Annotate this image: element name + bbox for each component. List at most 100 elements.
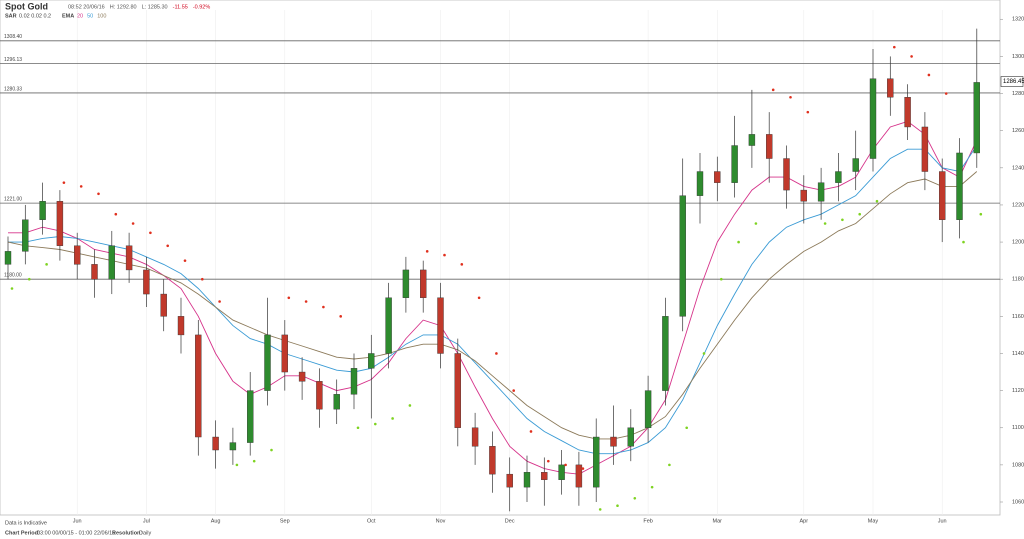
period-label: Chart Period: [5, 530, 40, 536]
x-tick-label: Sep [280, 518, 290, 524]
y-tick-label: 1100.00 [1012, 425, 1024, 431]
candle-body [125, 245, 133, 271]
sar-dot [166, 244, 169, 248]
sar-dot [668, 463, 671, 467]
candle-body [454, 353, 461, 428]
ema-line [8, 145, 978, 455]
candle-body [800, 189, 807, 202]
candle-body [610, 436, 617, 447]
sar-dot [512, 389, 515, 392]
y-tick-label: 1080.00 [1012, 462, 1024, 468]
sar-dot [685, 426, 688, 430]
candle-body [437, 297, 444, 354]
candle-body [402, 269, 410, 298]
candle-body [420, 269, 427, 298]
sar-dot [962, 240, 965, 244]
x-tick-label: Jun [73, 518, 82, 524]
sar-dot [79, 185, 83, 188]
sar-dot [304, 300, 308, 303]
candle-body [869, 78, 877, 159]
sar-dot [443, 253, 446, 257]
sar-dot [425, 250, 429, 253]
sar-dot [927, 73, 931, 77]
candle-body [956, 152, 963, 220]
sar-dot [910, 55, 913, 58]
candle-body [333, 394, 340, 410]
sar-dot [10, 287, 14, 290]
y-tick-label: 1200.00 [1012, 240, 1024, 246]
sar-dot [356, 426, 360, 430]
sar-dot [598, 508, 602, 511]
ema-line [7, 171, 978, 440]
candle-body [731, 145, 738, 183]
legend-entry: 50 [87, 13, 93, 19]
candle-body [281, 334, 288, 373]
sar-dot [495, 352, 498, 355]
sar-dot [789, 95, 792, 99]
level-label: 1221.00 [4, 196, 22, 202]
sar-dot [979, 212, 983, 216]
y-tick-label: 1160.00 [1012, 314, 1024, 320]
candle-body [91, 264, 98, 280]
candle-body [143, 269, 150, 295]
candle-body [748, 134, 756, 146]
candle-body [766, 134, 773, 159]
sar-dot [944, 92, 948, 95]
sar-dot [28, 277, 31, 281]
sar-dot [529, 430, 533, 433]
y-tick-label: 1140.00 [1012, 351, 1024, 357]
candle-body [575, 464, 583, 488]
sar-dot [841, 218, 844, 222]
sar-dot [806, 110, 810, 114]
candle-body [679, 195, 686, 317]
ema-name: EMA [62, 13, 74, 19]
candle-body [696, 171, 704, 196]
legend-entry: 20 [77, 13, 83, 19]
candle-body [177, 316, 185, 336]
quote-info: L: 1285.30 [142, 4, 168, 10]
candle-body [939, 171, 946, 220]
sar-params: 0.02 0.02 0.2 [19, 13, 51, 19]
candle-body [714, 171, 721, 183]
sar-dot [616, 504, 619, 508]
y-tick-label: 1240.00 [1012, 165, 1024, 171]
sar-dot [45, 263, 48, 266]
candle-body [817, 182, 825, 202]
candle-body [56, 201, 64, 246]
resolution: Daily [139, 530, 151, 536]
y-tick-label: 1180.00 [1012, 277, 1024, 283]
candle-body [160, 293, 167, 317]
candle-body [835, 171, 842, 183]
x-tick-label: Feb [643, 518, 652, 524]
candle-body [627, 427, 634, 447]
sar-dot [235, 463, 239, 467]
level-label: 1180.00 [4, 273, 22, 279]
candle-body [298, 371, 306, 382]
y-tick-label: 1280.00 [1012, 91, 1024, 97]
last-price-box [1000, 76, 1024, 87]
level-label: 1296.13 [4, 57, 22, 63]
y-tick-label: 1300.00 [1012, 54, 1024, 60]
sar-dot [650, 485, 654, 489]
sar-dot [131, 222, 135, 225]
y-tick-label: 1320.00 [1012, 17, 1024, 23]
sar-name: SAR [5, 13, 17, 19]
candle-body [264, 334, 271, 391]
sar-dot [754, 222, 758, 225]
sar-dot [270, 448, 273, 452]
candle-body [108, 245, 116, 280]
level-label: 1280.33 [4, 86, 22, 92]
y-tick-label: 1060.00 [1012, 499, 1024, 505]
sar-dot [702, 352, 706, 355]
ema-line [8, 120, 978, 475]
sar-dot [322, 305, 325, 309]
sar-dot [287, 296, 291, 300]
sar-dot [720, 277, 723, 281]
x-tick-label: May [868, 518, 879, 524]
sar-dot [114, 212, 118, 216]
quote-info: -11.55 [173, 4, 188, 10]
sar-dot [564, 463, 567, 467]
candle-body [195, 334, 202, 438]
